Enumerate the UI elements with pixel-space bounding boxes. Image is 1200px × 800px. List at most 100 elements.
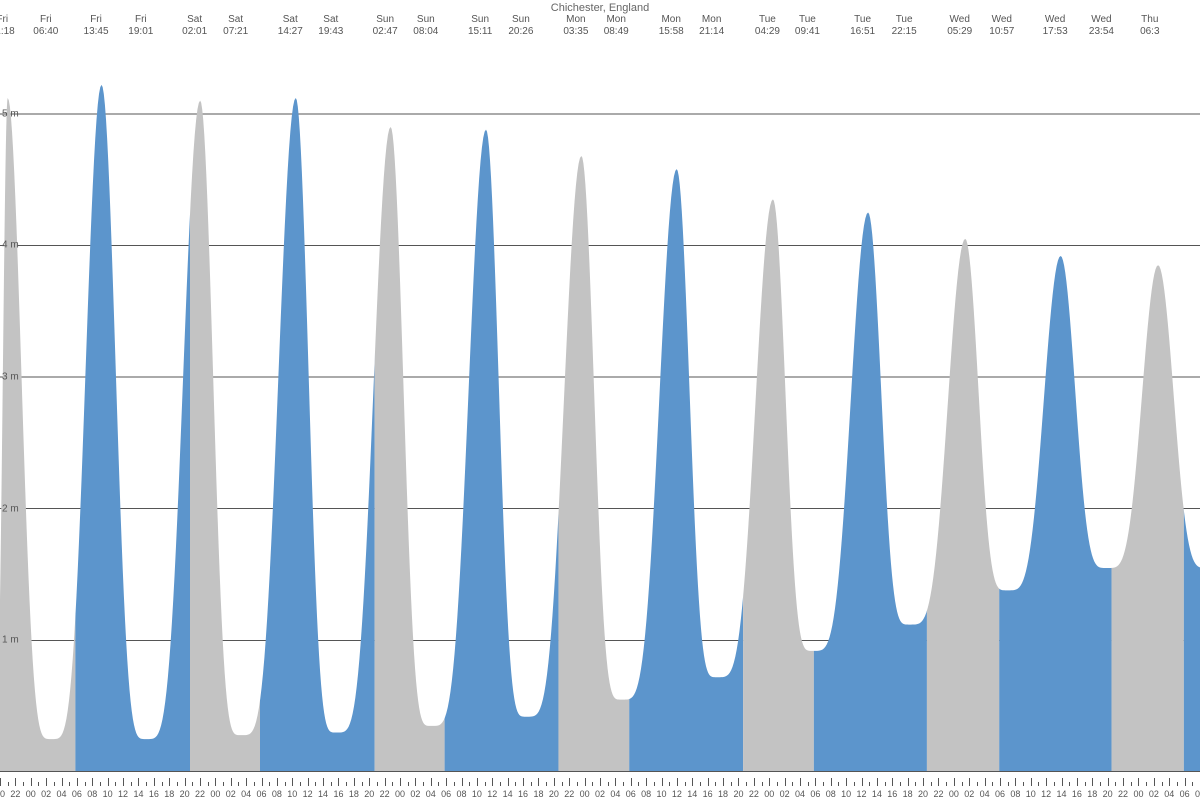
- x-tick: [762, 782, 763, 786]
- x-axis-label: 16: [1072, 789, 1082, 799]
- header-day: Sun: [508, 14, 533, 26]
- x-tick: [1062, 778, 1063, 786]
- header-time: 04:29: [755, 26, 780, 38]
- x-tick: [238, 782, 239, 786]
- x-tick: [431, 778, 432, 786]
- x-axis-label: 02: [780, 789, 790, 799]
- x-tick: [1177, 782, 1178, 786]
- x-tick: [969, 778, 970, 786]
- x-tick: [477, 778, 478, 786]
- header-day: Tue: [795, 14, 820, 26]
- x-axis-label: 00: [949, 789, 959, 799]
- x-axis-label: 08: [457, 789, 467, 799]
- x-axis-label: 12: [857, 789, 867, 799]
- time-header: Sat02:01: [182, 14, 207, 38]
- x-axis-label: 18: [349, 789, 359, 799]
- x-tick: [223, 782, 224, 786]
- x-axis-label: 10: [657, 789, 667, 799]
- x-tick: [69, 782, 70, 786]
- header-day: Mon: [699, 14, 724, 26]
- x-axis-label: 16: [333, 789, 343, 799]
- x-tick: [0, 778, 1, 786]
- x-tick: [592, 782, 593, 786]
- x-axis-label: 08: [641, 789, 651, 799]
- x-axis-label: 14: [503, 789, 513, 799]
- header-day: Wed: [947, 14, 972, 26]
- x-axis-label: 04: [980, 789, 990, 799]
- time-header: Fri13:45: [84, 14, 109, 38]
- x-axis-label: 04: [795, 789, 805, 799]
- x-tick: [1146, 782, 1147, 786]
- x-tick: [992, 782, 993, 786]
- tide-segment-day: [75, 48, 190, 772]
- x-tick: [1169, 778, 1170, 786]
- x-tick: [1069, 782, 1070, 786]
- x-axis-label: 04: [426, 789, 436, 799]
- x-tick: [8, 782, 9, 786]
- x-axis-label: 16: [149, 789, 159, 799]
- x-tick: [277, 778, 278, 786]
- x-tick: [792, 782, 793, 786]
- x-tick: [508, 778, 509, 786]
- x-tick: [208, 782, 209, 786]
- x-tick: [754, 778, 755, 786]
- header-time: 09:41: [795, 26, 820, 38]
- header-day: Mon: [659, 14, 684, 26]
- header-time: 08:49: [604, 26, 629, 38]
- x-tick: [62, 778, 63, 786]
- x-tick: [531, 782, 532, 786]
- header-day: Fri: [33, 14, 58, 26]
- tide-fill: [0, 48, 1200, 772]
- x-axis-label: 12: [303, 789, 313, 799]
- x-axis-label: 02: [595, 789, 605, 799]
- x-axis-label: 04: [57, 789, 67, 799]
- header-time: 19:01: [128, 26, 153, 38]
- x-tick: [308, 778, 309, 786]
- x-axis-label: 00: [395, 789, 405, 799]
- header-day: Sat: [223, 14, 248, 26]
- time-header: Tue16:51: [850, 14, 875, 38]
- x-axis-label: 02: [41, 789, 51, 799]
- x-axis-label: 14: [133, 789, 143, 799]
- time-header: Mon08:49: [604, 14, 629, 38]
- time-header: Wed17:53: [1043, 14, 1068, 38]
- header-time: 13:45: [84, 26, 109, 38]
- x-tick: [523, 778, 524, 786]
- header-time: 10:57: [989, 26, 1014, 38]
- x-tick: [631, 778, 632, 786]
- x-axis-label: 18: [1087, 789, 1097, 799]
- x-tick: [177, 782, 178, 786]
- header-day: Sat: [278, 14, 303, 26]
- x-tick: [1131, 782, 1132, 786]
- x-tick: [692, 778, 693, 786]
- header-time: 23:54: [1089, 26, 1114, 38]
- x-axis-label: 10: [1026, 789, 1036, 799]
- x-tick: [600, 778, 601, 786]
- x-tick: [708, 778, 709, 786]
- x-tick: [554, 778, 555, 786]
- x-tick: [454, 782, 455, 786]
- x-axis-label: 08: [272, 789, 282, 799]
- x-tick: [954, 778, 955, 786]
- x-tick: [354, 778, 355, 786]
- x-tick: [315, 782, 316, 786]
- x-axis-label: 00: [1133, 789, 1143, 799]
- x-tick: [392, 782, 393, 786]
- time-header: Sun15:11: [468, 14, 492, 38]
- x-tick: [1138, 778, 1139, 786]
- x-tick: [1123, 778, 1124, 786]
- tide-plot-area: 1 m2 m3 m4 m5 m: [0, 48, 1200, 772]
- x-tick: [100, 782, 101, 786]
- x-tick: [377, 782, 378, 786]
- x-tick: [777, 782, 778, 786]
- time-header: Fri19:01: [128, 14, 153, 38]
- x-axis-label: 06: [995, 789, 1005, 799]
- header-time: 17:53: [1043, 26, 1068, 38]
- x-tick: [1192, 782, 1193, 786]
- x-tick: [385, 778, 386, 786]
- x-tick: [346, 782, 347, 786]
- x-axis-label: 10: [841, 789, 851, 799]
- x-axis-label: 04: [610, 789, 620, 799]
- x-axis-label: 04: [1164, 789, 1174, 799]
- x-tick: [323, 778, 324, 786]
